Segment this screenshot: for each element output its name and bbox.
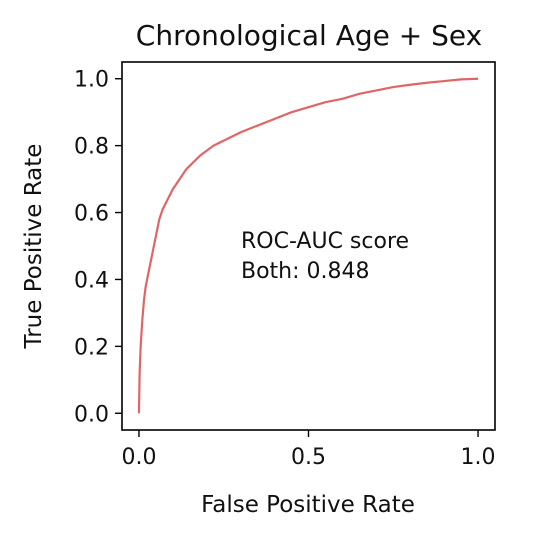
x-tick-label: 0.0 [121, 445, 156, 470]
annotation-roc-auc-value: Both: 0.848 [241, 259, 370, 284]
x-axis: 0.0 0.5 1.0 [121, 430, 496, 470]
roc-curve-line-0 [137, 77, 479, 414]
y-tick-label: 0.2 [74, 335, 109, 360]
y-axis-label: True Positive Rate [21, 144, 47, 350]
y-tick-label: 0.0 [74, 402, 109, 427]
y-axis: 0.0 0.2 0.4 0.6 0.8 1.0 [74, 68, 122, 427]
plot-area [137, 77, 479, 414]
y-tick-label: 0.4 [74, 268, 109, 293]
x-tick-label: 0.5 [291, 445, 326, 470]
x-tick-label: 1.0 [461, 445, 496, 470]
x-axis-label: False Positive Rate [201, 492, 415, 518]
y-tick-label: 0.6 [74, 202, 109, 227]
annotation-roc-auc-title: ROC-AUC score [241, 229, 409, 254]
y-tick-label: 0.8 [74, 135, 109, 160]
chart-title: Chronological Age + Sex [136, 19, 482, 52]
y-tick-label: 1.0 [74, 68, 109, 93]
